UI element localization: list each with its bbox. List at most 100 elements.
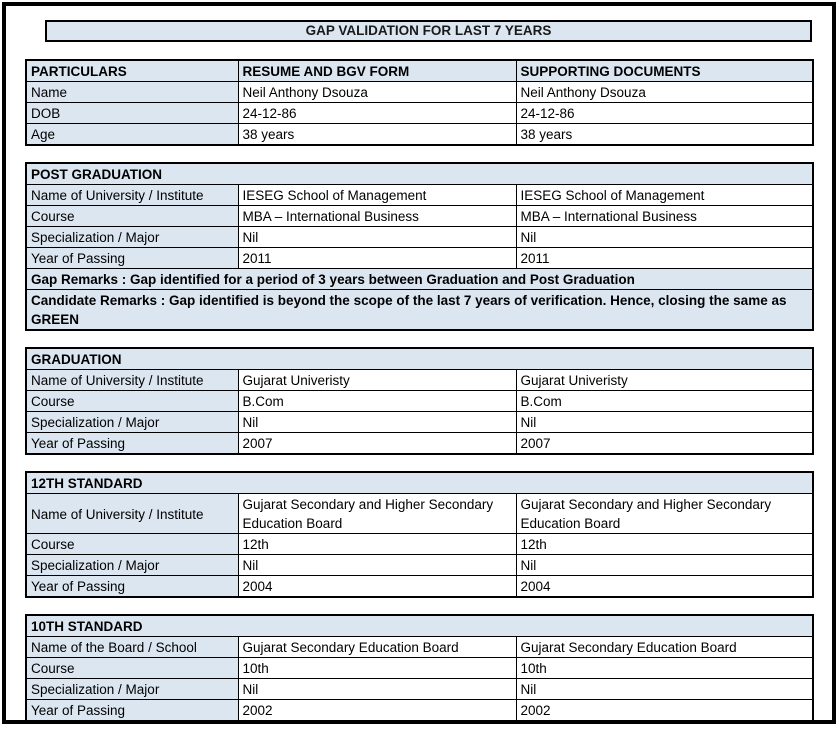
label-dob: DOB (25, 102, 239, 124)
value-university-supporting: IESEG School of Management (515, 184, 814, 206)
row-age: Age 38 years 38 years (25, 123, 814, 146)
label-university: Name of University / Institute (25, 493, 239, 534)
label-specialization: Specialization / Major (25, 226, 239, 248)
value-specialization-supporting: Nil (515, 226, 814, 248)
row-university: Name of University / Institute IESEG Sch… (25, 184, 814, 206)
value-university-resume: Gujarat Univeristy (237, 369, 517, 391)
candidate-remarks: Candidate Remarks : Gap identified is be… (25, 289, 814, 331)
value-board-supporting: Gujarat Secondary Education Board (515, 636, 814, 658)
col-header-supporting-documents: SUPPORTING DOCUMENTS (515, 59, 814, 82)
row-course: Course MBA – International Business MBA … (25, 205, 814, 227)
value-university-supporting: Gujarat Secondary and Higher Secondary E… (515, 493, 814, 534)
value-year-supporting: 2002 (515, 699, 814, 722)
label-name: Name (25, 81, 239, 103)
row-specialization: Specialization / Major Nil Nil (25, 554, 814, 576)
value-specialization-resume: Nil (237, 411, 517, 433)
value-university-resume: Gujarat Secondary and Higher Secondary E… (237, 493, 517, 534)
gap-remarks-row: Gap Remarks : Gap identified for a perio… (25, 268, 814, 290)
value-age-supporting: 38 years (515, 123, 814, 146)
row-board-school: Name of the Board / School Gujarat Secon… (25, 636, 814, 658)
row-name: Name Neil Anthony Dsouza Neil Anthony Ds… (25, 81, 814, 103)
twelfth-standard-table: 12TH STANDARD Name of University / Insti… (25, 471, 815, 598)
col-header-particulars: PARTICULARS (25, 59, 239, 82)
row-year-of-passing: Year of Passing 2007 2007 (25, 432, 814, 455)
value-year-resume: 2007 (237, 432, 517, 455)
label-year-of-passing: Year of Passing (25, 432, 239, 455)
label-specialization: Specialization / Major (25, 678, 239, 700)
value-specialization-supporting: Nil (515, 554, 814, 576)
section-header-row: 10TH STANDARD (25, 614, 814, 637)
row-specialization: Specialization / Major Nil Nil (25, 226, 814, 248)
particulars-header-row: PARTICULARS RESUME AND BGV FORM SUPPORTI… (25, 59, 814, 82)
value-course-resume: 12th (237, 533, 517, 555)
value-course-supporting: 12th (515, 533, 814, 555)
col-header-resume-bgv-form: RESUME AND BGV FORM (237, 59, 517, 82)
value-course-resume: MBA – International Business (237, 205, 517, 227)
row-year-of-passing: Year of Passing 2002 2002 (25, 699, 814, 722)
row-university: Name of University / Institute Gujarat U… (25, 369, 814, 391)
section-title-12th-standard: 12TH STANDARD (25, 471, 814, 494)
label-year-of-passing: Year of Passing (25, 247, 239, 269)
value-year-supporting: 2004 (515, 575, 814, 598)
value-specialization-resume: Nil (237, 226, 517, 248)
label-age: Age (25, 123, 239, 146)
label-course: Course (25, 657, 239, 679)
value-year-supporting: 2007 (515, 432, 814, 455)
section-title-post-graduation: POST GRADUATION (25, 162, 814, 185)
value-board-resume: Gujarat Secondary Education Board (237, 636, 517, 658)
row-course: Course B.Com B.Com (25, 390, 814, 412)
tenth-standard-table: 10TH STANDARD Name of the Board / School… (25, 614, 815, 722)
value-year-resume: 2011 (237, 247, 517, 269)
value-specialization-supporting: Nil (515, 411, 814, 433)
value-name-resume: Neil Anthony Dsouza (237, 81, 517, 103)
post-graduation-table: POST GRADUATION Name of University / Ins… (25, 162, 814, 331)
value-course-resume: 10th (237, 657, 517, 679)
label-year-of-passing: Year of Passing (25, 699, 239, 722)
label-university: Name of University / Institute (25, 184, 239, 206)
label-specialization: Specialization / Major (25, 554, 239, 576)
value-name-supporting: Neil Anthony Dsouza (515, 81, 814, 103)
value-specialization-resume: Nil (237, 554, 517, 576)
section-title-graduation: GRADUATION (25, 347, 814, 370)
label-specialization: Specialization / Major (25, 411, 239, 433)
value-year-resume: 2002 (237, 699, 517, 722)
label-course: Course (25, 390, 239, 412)
row-course: Course 10th 10th (25, 657, 814, 679)
section-title-10th-standard: 10TH STANDARD (25, 614, 814, 637)
row-course: Course 12th 12th (25, 533, 814, 555)
document-title: GAP VALIDATION FOR LAST 7 YEARS (305, 23, 552, 38)
label-course: Course (25, 533, 239, 555)
section-header-row: GRADUATION (25, 347, 814, 370)
particulars-table: PARTICULARS RESUME AND BGV FORM SUPPORTI… (25, 59, 814, 146)
value-university-supporting: Gujarat Univeristy (515, 369, 814, 391)
row-specialization: Specialization / Major Nil Nil (25, 411, 814, 433)
value-course-resume: B.Com (237, 390, 517, 412)
value-course-supporting: MBA – International Business (515, 205, 814, 227)
section-header-row: 12TH STANDARD (25, 471, 814, 494)
row-specialization: Specialization / Major Nil Nil (25, 678, 814, 700)
value-dob-resume: 24-12-86 (237, 102, 517, 124)
row-university: Name of University / Institute Gujarat S… (25, 493, 814, 534)
value-specialization-resume: Nil (237, 678, 517, 700)
label-course: Course (25, 205, 239, 227)
label-board-school: Name of the Board / School (25, 636, 239, 658)
graduation-table: GRADUATION Name of University / Institut… (25, 347, 814, 455)
row-dob: DOB 24-12-86 24-12-86 (25, 102, 814, 124)
gap-remarks: Gap Remarks : Gap identified for a perio… (25, 268, 814, 290)
value-age-resume: 38 years (237, 123, 517, 146)
value-specialization-supporting: Nil (515, 678, 814, 700)
value-dob-supporting: 24-12-86 (515, 102, 814, 124)
document-title-bar: GAP VALIDATION FOR LAST 7 YEARS (45, 20, 812, 42)
candidate-remarks-row: Candidate Remarks : Gap identified is be… (25, 289, 814, 331)
row-year-of-passing: Year of Passing 2004 2004 (25, 575, 814, 598)
section-header-row: POST GRADUATION (25, 162, 814, 185)
row-year-of-passing: Year of Passing 2011 2011 (25, 247, 814, 269)
value-university-resume: IESEG School of Management (237, 184, 517, 206)
value-course-supporting: B.Com (515, 390, 814, 412)
value-course-supporting: 10th (515, 657, 814, 679)
label-year-of-passing: Year of Passing (25, 575, 239, 598)
value-year-resume: 2004 (237, 575, 517, 598)
value-year-supporting: 2011 (515, 247, 814, 269)
